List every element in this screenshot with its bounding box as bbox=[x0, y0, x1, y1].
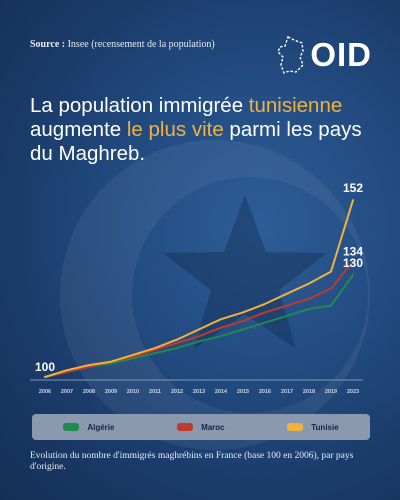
x-tick-label: 2007 bbox=[61, 389, 73, 395]
start-label: 100 bbox=[35, 360, 55, 374]
headline: La population immigrée tunisienne augmen… bbox=[30, 94, 390, 166]
source-label: Source : bbox=[30, 39, 66, 50]
oid-logo: OID bbox=[276, 30, 372, 80]
x-tick-label: 2017 bbox=[281, 389, 293, 395]
legend-label-algerie: Algérie bbox=[87, 422, 115, 432]
legend-swatch-tunisie bbox=[287, 423, 304, 431]
headline-highlight-2: le plus vite bbox=[126, 118, 224, 141]
legend-item-tunisie: Tunisie bbox=[287, 422, 339, 432]
headline-part-3: parmi les pays du Maghreb. bbox=[30, 118, 362, 165]
legend-swatch-maroc bbox=[177, 423, 194, 431]
x-tick-label: 2016 bbox=[259, 389, 271, 395]
x-tick-label: 2014 bbox=[215, 389, 228, 395]
end-label-maroc: 134 bbox=[343, 244, 363, 258]
x-tick-label: 2011 bbox=[149, 389, 161, 395]
series-line-tunisie bbox=[44, 199, 354, 378]
legend-item-maroc: Maroc bbox=[177, 423, 225, 432]
legend-swatch-algerie bbox=[63, 423, 80, 431]
x-tick-label: 2010 bbox=[127, 389, 139, 395]
chart-legend: Algérie Maroc Tunisie bbox=[32, 414, 370, 440]
chart-caption: Evolution du nombre d'immigrés maghrébin… bbox=[30, 451, 354, 472]
end-label-algerie: 130 bbox=[343, 256, 363, 270]
legend-label-tunisie: Tunisie bbox=[311, 422, 339, 432]
headline-highlight-1: tunisienne bbox=[248, 94, 343, 117]
line-chart: 2006 2007 2008 2009 2010 2011 2012 2013 2014 2015… bbox=[30, 181, 363, 395]
x-tick-label: 2006 bbox=[39, 389, 51, 395]
x-tick-label: 2019 bbox=[325, 389, 337, 395]
headline-part-2: augmente bbox=[30, 118, 127, 141]
series-line-algerie bbox=[44, 274, 354, 378]
x-tick-label: 2015 bbox=[237, 389, 249, 395]
x-tick-label: 2013 bbox=[193, 389, 205, 395]
x-tick-label: 2012 bbox=[171, 389, 183, 395]
logo-text: OID bbox=[310, 36, 372, 73]
source-text: Insee (recensement de la population) bbox=[67, 39, 215, 50]
x-tick-label: 2008 bbox=[83, 389, 95, 395]
x-tick-label: 2023 bbox=[347, 389, 359, 395]
series-line-maroc bbox=[44, 260, 354, 378]
france-map-icon bbox=[277, 36, 305, 74]
end-label-tunisie: 152 bbox=[343, 181, 363, 195]
legend-item-algerie: Algérie bbox=[63, 423, 114, 432]
legend-label-maroc: Maroc bbox=[201, 422, 225, 432]
x-tick-label: 2018 bbox=[303, 389, 315, 395]
x-tick-label: 2009 bbox=[105, 389, 117, 395]
headline-part-1: La population immigrée bbox=[30, 94, 249, 117]
source-note: Source : Insee (recensement de la popula… bbox=[30, 39, 215, 50]
